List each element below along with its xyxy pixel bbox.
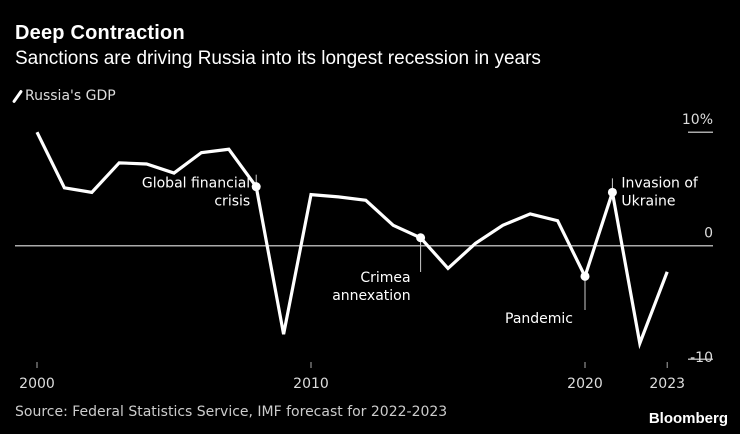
y-tick-label: 0: [704, 226, 713, 242]
annotation-label: crisis: [214, 194, 250, 210]
annotation-label: Crimea: [360, 270, 410, 286]
chart-title: Deep Contraction: [15, 22, 185, 44]
source-note: Source: Federal Statistics Service, IMF …: [15, 404, 448, 420]
annotation-point: [580, 271, 590, 281]
legend: Russia's GDP: [11, 88, 116, 104]
annotation-point: [607, 187, 617, 197]
annotation-label: Pandemic: [505, 311, 573, 327]
gdp-line: [35, 131, 669, 350]
chart-subtitle: Sanctions are driving Russia into its lo…: [15, 48, 541, 69]
legend-label: Russia's GDP: [25, 88, 116, 104]
x-tick-label: 2000: [19, 376, 55, 392]
annotation-point: [251, 182, 261, 192]
annotation-point: [416, 233, 426, 243]
y-tick-label: -10: [690, 350, 713, 366]
annotation-label: Invasion of: [621, 175, 699, 191]
x-tick-label: 2023: [649, 376, 685, 392]
y-tick-label: 10%: [682, 112, 713, 128]
bloomberg-logo: Bloomberg: [648, 410, 728, 427]
x-tick-label: 2010: [293, 376, 329, 392]
annotation-label: annexation: [332, 288, 410, 304]
annotation-label: Global financial: [142, 176, 250, 192]
annotation-label: Ukraine: [621, 193, 675, 209]
x-tick-label: 2020: [567, 376, 603, 392]
